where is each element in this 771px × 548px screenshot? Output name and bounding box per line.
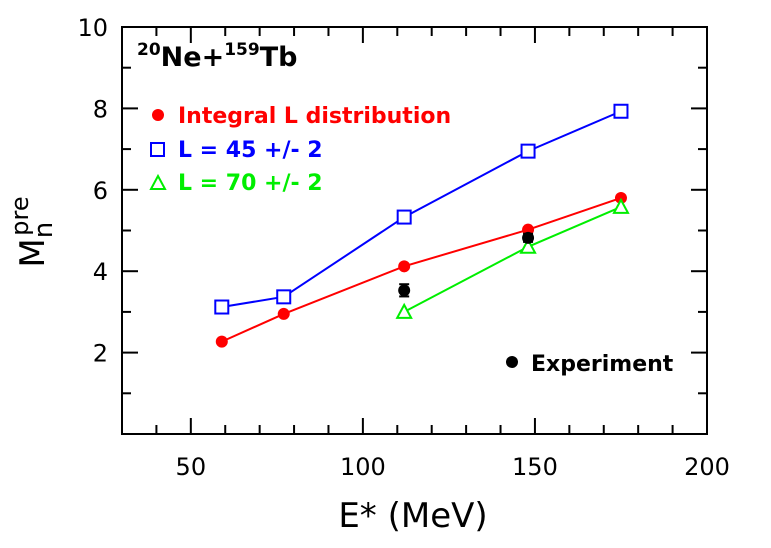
series-layer [214,103,630,348]
system-label-p1: Ne+ [161,42,225,73]
point-0 [277,307,290,320]
system-label: 20Ne+159Tb [137,40,297,73]
legend-label-l70: L = 70 +/- 2 [178,171,323,196]
experiment-point [522,231,535,244]
axis-ticks: 50 100 150 200 2 4 6 8 10 [77,14,729,481]
point-1 [520,143,536,159]
y-tick-label: 4 [93,258,108,286]
point-1 [396,209,412,225]
legend-marker-integral [152,109,164,121]
point-0 [215,335,228,348]
y-tick-label: 6 [93,177,108,205]
x-axis-title: E* (MeV) [338,496,487,536]
y-tick-label: 10 [77,14,108,42]
legend-label-l45: L = 45 +/- 2 [178,138,323,163]
point-2 [612,197,630,214]
point-2 [395,302,413,319]
legend-marker-l70 [149,173,167,190]
legend-label-integral: Integral L distribution [178,104,451,129]
point-1 [276,289,292,305]
point-1 [613,103,629,119]
series-line-2 [403,205,622,313]
point-2 [519,237,537,254]
y-axis-title-sup: pre [6,196,34,235]
system-label-z1: 20 [137,40,161,60]
legend-marker-l45 [150,142,165,157]
y-axis-title-sub: n [29,222,59,238]
y-axis-title-main: M [13,238,53,267]
point-0 [398,260,411,273]
point-1 [214,299,230,315]
legend-marker-experiment [506,356,518,368]
series-line-0 [221,196,622,343]
y-tick-label: 2 [93,340,108,368]
y-tick-label: 8 [93,95,108,123]
x-tick-label: 50 [176,453,207,481]
x-tick-label: 150 [512,453,558,481]
x-tick-label: 200 [684,453,730,481]
legend: Integral L distribution L = 45 +/- 2 L =… [149,104,674,377]
y-axis-title: Mnpre [6,196,59,267]
x-tick-label: 100 [340,453,386,481]
system-label-p2: Tb [260,42,298,73]
experiment-point [398,284,411,297]
legend-label-experiment: Experiment [531,352,674,377]
system-label-z2: 159 [224,40,260,60]
